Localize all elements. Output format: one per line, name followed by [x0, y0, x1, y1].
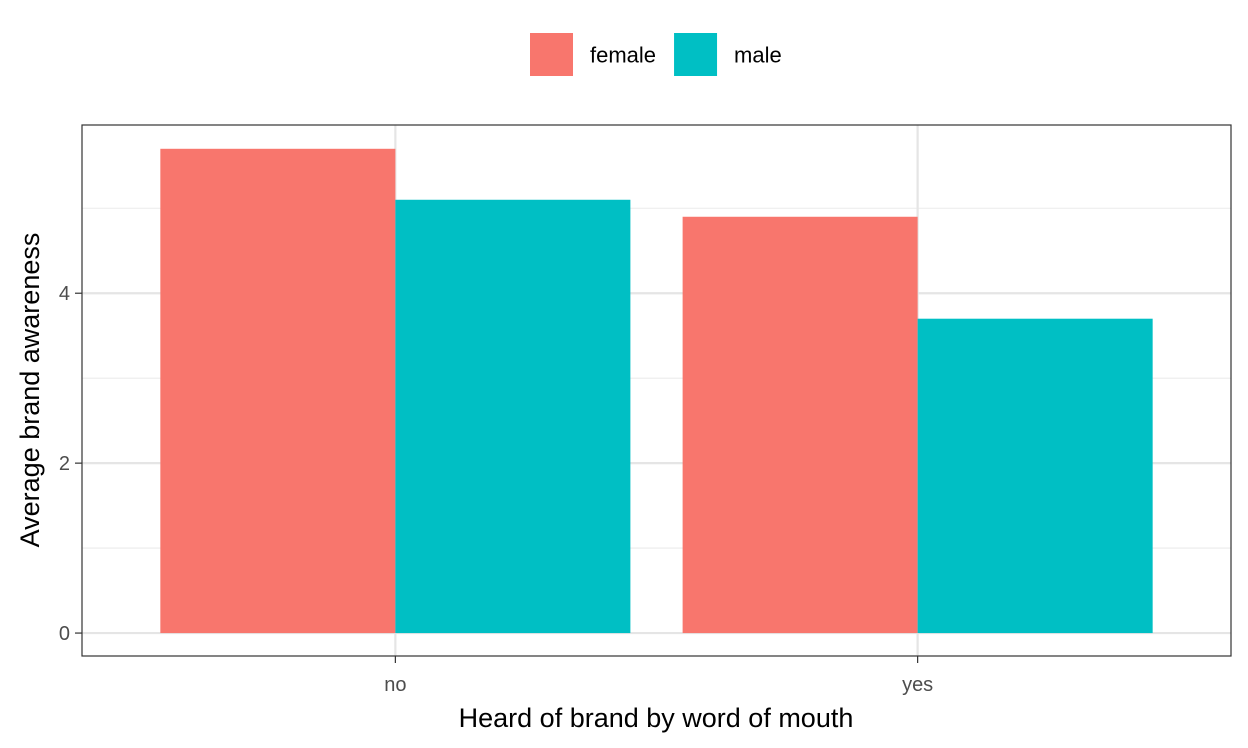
y-axis: 0 2 4 [59, 283, 82, 645]
x-tick-label: no [384, 674, 406, 696]
x-axis-title: Heard of brand by word of mouth [459, 703, 854, 733]
x-tick-label: yes [902, 674, 933, 696]
legend: female male [530, 33, 782, 76]
bar-male-no [395, 199, 631, 634]
x-axis: no yes [384, 656, 933, 696]
plot-panel-border [81, 124, 1232, 657]
bar-male-yes [917, 318, 1153, 634]
y-tick-label: 2 [59, 453, 70, 475]
bar-female-no [160, 148, 396, 634]
legend-key-female [530, 33, 573, 76]
y-axis-title: Average brand awareness [15, 233, 45, 548]
legend-key-male [674, 33, 718, 76]
y-tick-label: 0 [59, 623, 70, 645]
legend-label-female: female [590, 43, 656, 68]
legend-label-male: male [734, 43, 782, 68]
bars [160, 148, 1153, 634]
bar-female-yes [682, 216, 918, 634]
y-tick-label: 4 [59, 283, 70, 305]
